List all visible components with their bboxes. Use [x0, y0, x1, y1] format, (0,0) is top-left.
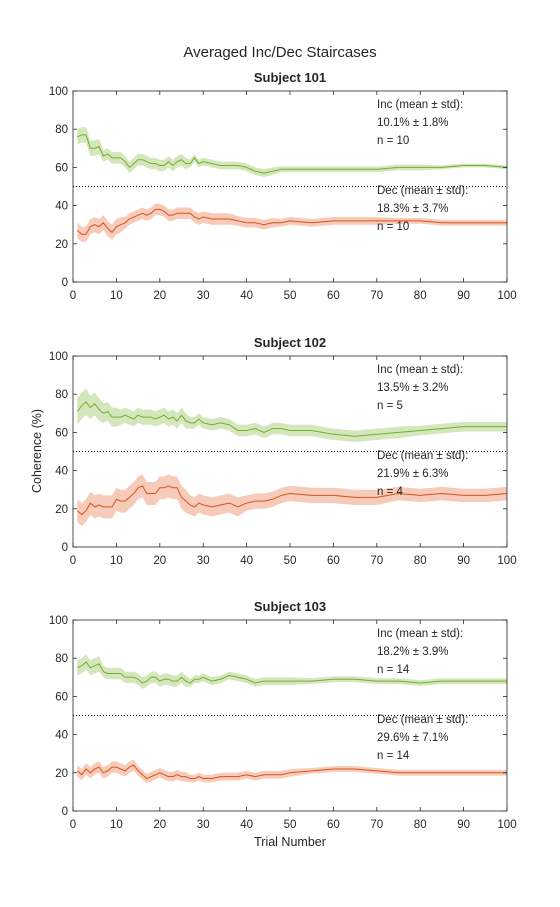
y-tick-label: 20 — [55, 239, 68, 251]
inc-mean-line — [77, 134, 508, 174]
inc-std-band — [77, 388, 507, 442]
y-tick-label: 0 — [62, 806, 68, 818]
x-tick-label: 30 — [197, 819, 210, 831]
x-tick-label: 80 — [414, 555, 427, 567]
x-tick-label: 100 — [497, 290, 516, 302]
y-tick-label: 80 — [55, 653, 68, 665]
subplot-subject-102: Subject 102 0 10 20 30 40 50 60 70 80 90 100 0 20 40 6… — [49, 335, 517, 567]
x-tick-label: 40 — [240, 555, 253, 567]
dec-std-band — [77, 759, 507, 784]
x-tick-label: 20 — [153, 555, 166, 567]
y-tick-label: 60 — [55, 691, 68, 703]
y-tick-label: 80 — [55, 389, 68, 401]
x-tick-label: 100 — [497, 819, 516, 831]
dec-annotation-line: Dec (mean ± std): — [377, 450, 468, 462]
x-tick-label: 0 — [70, 819, 76, 831]
dec-annotation-line: 18.3% ± 3.7% — [377, 203, 449, 215]
dec-mean-line — [77, 485, 508, 516]
subplot-title: Subject 102 — [254, 335, 326, 350]
x-tick-label: 0 — [70, 290, 76, 302]
dec-std-band — [77, 474, 507, 526]
x-axis-label: Trial Number — [254, 835, 326, 849]
y-tick-label: 100 — [49, 351, 68, 363]
x-tick-label: 60 — [327, 555, 340, 567]
x-tick-label: 30 — [197, 555, 210, 567]
dec-annotation-line: n = 4 — [377, 486, 404, 498]
inc-mean-line — [76, 401, 507, 437]
x-tick-label: 70 — [370, 819, 383, 831]
subplot-subject-101: Subject 101 0 10 20 30 40 50 60 70 80 90 100 0 20 40 6… — [49, 70, 517, 302]
figure-title: Averaged Inc/Dec Staircases — [183, 44, 376, 61]
y-tick-label: 0 — [62, 542, 68, 554]
y-tick-label: 100 — [49, 86, 68, 98]
inc-annotation-line: n = 14 — [377, 664, 410, 676]
x-tick-label: 90 — [457, 819, 470, 831]
y-tick-label: 0 — [62, 277, 68, 289]
x-tick-label: 80 — [414, 819, 427, 831]
inc-annotation-line: Inc (mean ± std): — [377, 99, 463, 111]
x-tick-label: 30 — [197, 290, 210, 302]
x-tick-label: 10 — [110, 290, 123, 302]
x-tick-label: 50 — [284, 555, 297, 567]
x-tick-label: 50 — [284, 819, 297, 831]
inc-annotation-line: n = 5 — [377, 400, 403, 412]
dec-mean-line — [77, 208, 507, 235]
y-tick-label: 40 — [55, 730, 68, 742]
x-tick-label: 40 — [240, 290, 253, 302]
x-tick-label: 40 — [240, 819, 253, 831]
x-tick-label: 70 — [370, 290, 383, 302]
x-tick-label: 70 — [370, 555, 383, 567]
inc-annotation-line: 10.1% ± 1.8% — [377, 117, 449, 129]
dec-mean-line — [77, 764, 507, 780]
x-tick-label: 20 — [153, 819, 166, 831]
y-tick-label: 60 — [55, 162, 68, 174]
x-tick-label: 0 — [70, 555, 76, 567]
subplot-title: Subject 101 — [254, 70, 326, 85]
inc-annotation-line: 13.5% ± 3.2% — [377, 382, 449, 394]
inc-annotation-line: 18.2% ± 3.9% — [377, 646, 449, 658]
y-tick-label: 20 — [55, 768, 68, 780]
dec-annotation-line: 21.9% ± 6.3% — [377, 468, 449, 480]
y-tick-label: 40 — [55, 466, 68, 478]
x-tick-label: 20 — [153, 290, 166, 302]
inc-mean-line — [77, 661, 507, 684]
x-tick-label: 10 — [110, 555, 123, 567]
inc-annotation-line: Inc (mean ± std): — [377, 364, 463, 376]
y-tick-label: 20 — [55, 504, 68, 516]
dec-annotation-line: Dec (mean ± std): — [377, 714, 468, 726]
dec-annotation-line: n = 14 — [377, 750, 410, 762]
y-tick-label: 40 — [55, 201, 68, 213]
dec-annotation-line: n = 10 — [377, 221, 409, 233]
inc-std-band — [77, 127, 507, 177]
x-tick-label: 60 — [327, 819, 340, 831]
x-tick-label: 60 — [327, 290, 340, 302]
x-tick-label: 80 — [414, 290, 427, 302]
y-tick-label: 100 — [49, 615, 68, 627]
y-axis-label: Coherence (%) — [30, 409, 44, 493]
x-tick-label: 50 — [284, 290, 297, 302]
x-tick-label: 10 — [110, 819, 123, 831]
inc-annotation-line: n = 10 — [377, 135, 409, 147]
subplot-subject-103: Subject 103 0 10 20 30 40 50 60 70 80 90 100 0 20 40 6… — [49, 599, 517, 831]
x-tick-label: 100 — [497, 555, 516, 567]
x-tick-label: 90 — [457, 555, 470, 567]
subplot-title: Subject 103 — [254, 599, 326, 614]
inc-annotation-line: Inc (mean ± std): — [377, 628, 463, 640]
y-tick-label: 60 — [55, 427, 68, 439]
y-tick-label: 80 — [55, 124, 68, 136]
dec-annotation-line: Dec (mean ± std): — [377, 185, 468, 197]
x-tick-label: 90 — [457, 290, 470, 302]
dec-annotation-line: 29.6% ± 7.1% — [377, 732, 449, 744]
